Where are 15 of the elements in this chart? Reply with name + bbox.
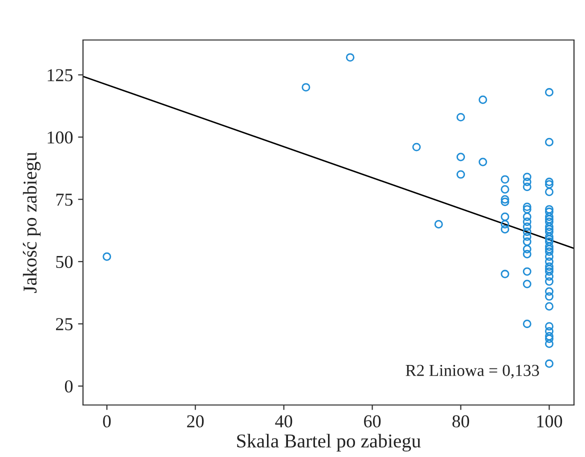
x-tick-label: 80: [452, 415, 470, 428]
x-tick-label: 0: [103, 415, 111, 428]
y-tick-label: 125: [48, 69, 73, 82]
y-tick-label: 100: [48, 131, 73, 144]
x-tick-label: 60: [364, 415, 381, 428]
x-tick-label: 20: [187, 415, 204, 428]
x-tick-label: 100: [537, 415, 562, 428]
x-tick-label: 40: [275, 415, 292, 428]
y-axis-title: Jakość po zabiegu: [22, 152, 41, 293]
x-axis-title: Skala Bartel po zabiegu: [237, 434, 421, 452]
annotation: R2 Liniowa = 0,133: [406, 364, 539, 378]
y-tick-label: 50: [56, 256, 73, 268]
y-tick-label: 0: [64, 380, 73, 393]
y-tick-label: 75: [56, 194, 73, 206]
y-tick-label: 25: [56, 318, 73, 330]
